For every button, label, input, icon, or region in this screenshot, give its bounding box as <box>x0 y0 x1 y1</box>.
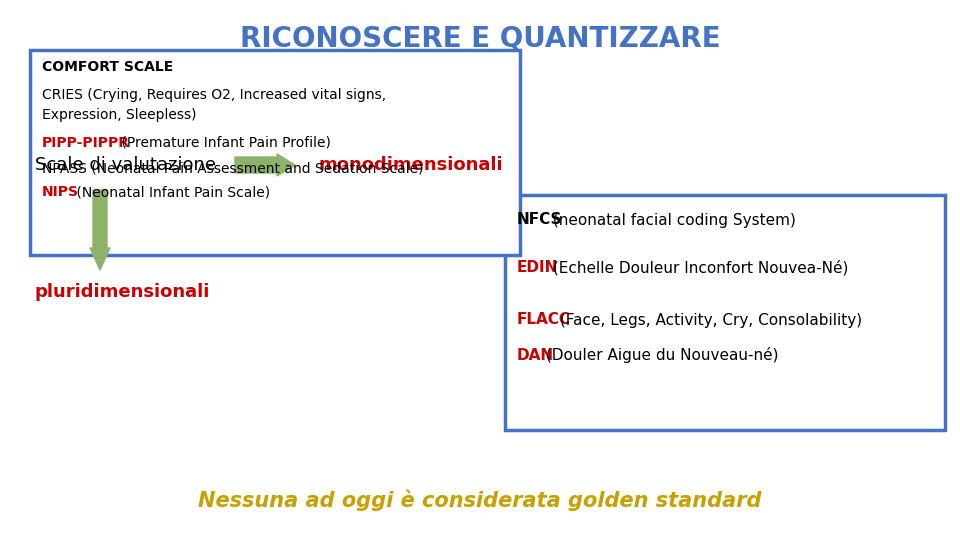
Text: (neonatal facial coding System): (neonatal facial coding System) <box>548 213 796 227</box>
Text: Scale di valutazione: Scale di valutazione <box>35 156 216 174</box>
Text: (Echelle Douleur Inconfort Nouvea-Né): (Echelle Douleur Inconfort Nouvea-Né) <box>548 260 849 276</box>
Text: monodimensionali: monodimensionali <box>318 156 503 174</box>
Text: NIPS: NIPS <box>42 185 79 199</box>
Text: CRIES (Crying, Requires O2, Increased vital signs,: CRIES (Crying, Requires O2, Increased vi… <box>42 88 386 102</box>
Text: RICONOSCERE E QUANTIZZARE: RICONOSCERE E QUANTIZZARE <box>240 25 720 53</box>
Text: (Douler Aigue du Nouveau-né): (Douler Aigue du Nouveau-né) <box>540 347 779 363</box>
FancyArrow shape <box>235 154 295 176</box>
Text: EDIN: EDIN <box>517 260 559 275</box>
Text: Nessuna ad oggi è considerata golden standard: Nessuna ad oggi è considerata golden sta… <box>199 489 761 511</box>
Text: Expression, Sleepless): Expression, Sleepless) <box>42 108 197 122</box>
Text: NFCS: NFCS <box>517 213 563 227</box>
Text: (Premature Infant Pain Profile): (Premature Infant Pain Profile) <box>117 136 331 150</box>
Text: (Neonatal Infant Pain Scale): (Neonatal Infant Pain Scale) <box>72 185 270 199</box>
FancyArrow shape <box>90 190 110 270</box>
Text: DAN: DAN <box>517 348 554 362</box>
Text: pluridimensionali: pluridimensionali <box>35 283 210 301</box>
FancyBboxPatch shape <box>30 50 520 255</box>
Text: (Face, Legs, Activity, Cry, Consolability): (Face, Legs, Activity, Cry, Consolabilit… <box>555 313 862 327</box>
Text: NPASS (Neonatal Pain Assessment and Sedation Scale): NPASS (Neonatal Pain Assessment and Seda… <box>42 161 423 175</box>
Text: COMFORT SCALE: COMFORT SCALE <box>42 60 173 74</box>
Text: PIPP-PIPPR: PIPP-PIPPR <box>42 136 130 150</box>
Text: FLACC: FLACC <box>517 313 571 327</box>
FancyBboxPatch shape <box>505 195 945 430</box>
